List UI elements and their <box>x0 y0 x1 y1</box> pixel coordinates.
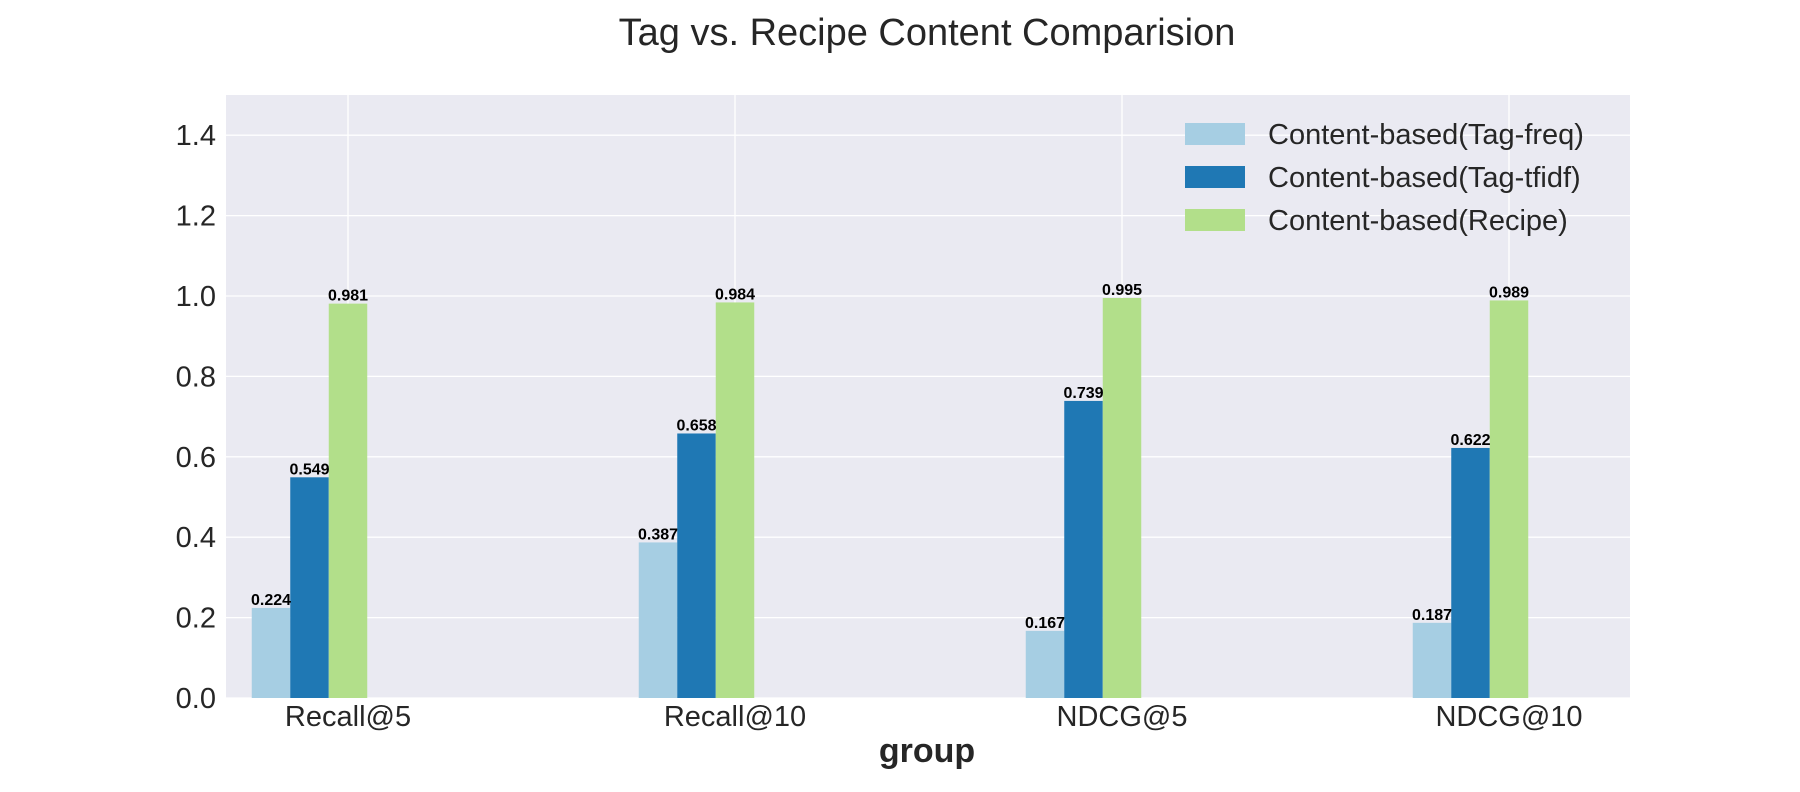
data-label: 0.981 <box>328 288 368 305</box>
y-tick-label: 1.0 <box>176 281 216 313</box>
bar-content-based-tag-tfidf--recall-5 <box>290 477 329 698</box>
data-label: 0.224 <box>251 592 291 609</box>
data-label: 0.549 <box>289 461 329 478</box>
y-tick-label: 0.0 <box>176 683 216 715</box>
data-label: 0.387 <box>638 526 678 543</box>
bar-content-based-tag-freq--ndcg-5 <box>1025 630 1065 698</box>
legend-swatch <box>1185 209 1245 231</box>
bar-content-based-recipe--recall-5 <box>328 303 368 698</box>
bar-content-based-recipe--recall-10 <box>715 302 755 698</box>
data-label: 0.984 <box>715 286 755 303</box>
y-tick-label: 0.6 <box>176 442 216 474</box>
bar-content-based-tag-tfidf--recall-10 <box>677 433 716 698</box>
legend: Content-based(Tag-freq) Content-based(Tag… <box>1185 119 1584 237</box>
data-label: 0.995 <box>1102 282 1142 299</box>
x-axis-label: group <box>879 732 975 770</box>
data-labels: 0.224 0.387 0.167 0.187 0.549 0.658 0.739 0.622… <box>251 282 1529 632</box>
y-tick-label: 0.2 <box>176 603 216 635</box>
y-tick-label: 1.2 <box>176 201 216 233</box>
x-tick-label: Recall@5 <box>285 701 411 733</box>
x-tick-label: NDCG@5 <box>1057 701 1188 733</box>
data-label: 0.739 <box>1063 385 1103 402</box>
x-tick-label: NDCG@10 <box>1435 701 1582 733</box>
legend-label: Content-based(Tag-tfidf) <box>1268 162 1581 194</box>
y-axis-ticks: 0.0 0.2 0.4 0.6 0.8 1.0 1.2 1.4 <box>176 120 216 715</box>
x-tick-label: Recall@10 <box>664 701 806 733</box>
x-axis-ticks: Recall@5 Recall@10 NDCG@5 NDCG@10 <box>285 701 1583 733</box>
data-label: 0.622 <box>1450 432 1490 449</box>
bar-content-based-tag-freq--recall-5 <box>251 607 291 698</box>
y-tick-label: 0.8 <box>176 361 216 393</box>
data-label: 0.167 <box>1025 615 1065 632</box>
plot-area <box>226 95 1630 698</box>
chart-title: Tag vs. Recipe Content Comparision <box>619 12 1236 54</box>
bar-content-based-tag-tfidf--ndcg-5 <box>1064 400 1103 698</box>
bars <box>251 298 1529 698</box>
bar-content-based-tag-freq--recall-10 <box>638 542 678 698</box>
y-tick-label: 0.4 <box>176 522 216 554</box>
bar-content-based-tag-freq--ndcg-10 <box>1412 622 1452 698</box>
data-label: 0.187 <box>1412 607 1452 624</box>
bar-content-based-recipe--ndcg-5 <box>1102 298 1142 698</box>
y-tick-label: 1.4 <box>176 120 216 152</box>
legend-swatch <box>1185 166 1245 188</box>
legend-label: Content-based(Recipe) <box>1268 205 1568 237</box>
data-label: 0.658 <box>676 417 716 434</box>
legend-swatch <box>1185 123 1245 145</box>
bar-content-based-recipe--ndcg-10 <box>1489 300 1529 698</box>
data-label: 0.989 <box>1489 284 1529 301</box>
bar-content-based-tag-tfidf--ndcg-10 <box>1451 447 1490 698</box>
legend-label: Content-based(Tag-freq) <box>1268 119 1584 151</box>
